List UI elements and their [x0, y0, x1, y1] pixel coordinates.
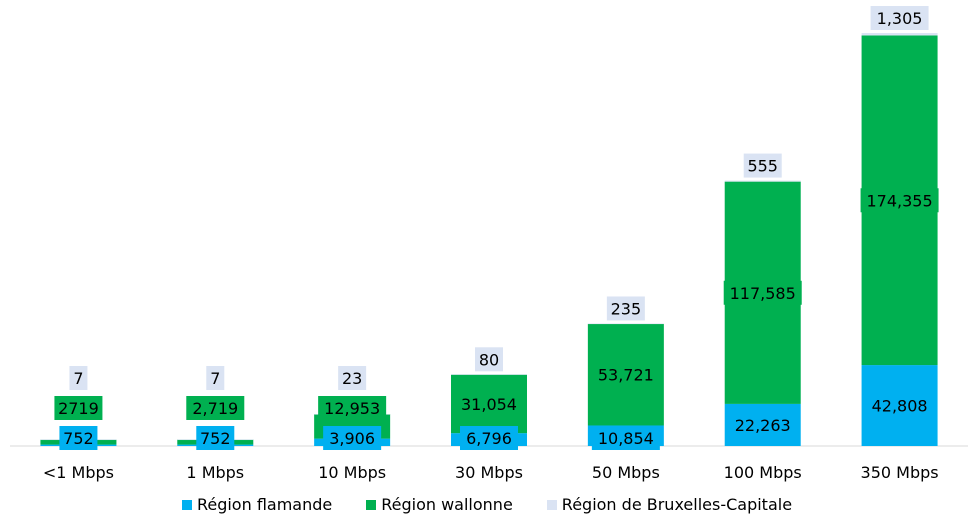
data-label-bruxelles-6: 1,305: [870, 6, 929, 30]
legend: Région flamande Région wallonne Région d…: [0, 494, 974, 515]
data-label-bruxelles-1-text: 7: [210, 369, 220, 388]
bars-group: [40, 33, 938, 446]
data-label-bruxelles-5-text: 555: [747, 157, 778, 176]
x-tick-label-1: 1 Mbps: [186, 463, 244, 482]
bar-segment-2-5: [724, 180, 801, 182]
data-label-flamande-6-text: 42,808: [872, 397, 928, 416]
legend-item-wallonne: Région wallonne: [366, 494, 513, 515]
legend-item-flamande: Région flamande: [181, 494, 333, 515]
bar-segment-2-6: [861, 33, 938, 36]
data-label-bruxelles-5-box: [743, 153, 782, 178]
x-tick-label-3: 30 Mbps: [455, 463, 523, 482]
data-label-bruxelles-2-text: 23: [342, 369, 362, 388]
data-label-bruxelles-3: 80: [475, 347, 503, 372]
data-label-flamande-1-text: 752: [200, 429, 231, 448]
data-label-flamande-6: 42,808: [865, 393, 934, 418]
data-label-wallonne-0-box: [54, 396, 103, 420]
data-label-wallonne-0-text: 2719: [58, 399, 99, 418]
data-label-wallonne-5-text: 117,585: [730, 284, 796, 303]
legend-swatch-bruxelles: [546, 499, 557, 510]
data-label-bruxelles-0-box: [69, 366, 88, 390]
data-label-bruxelles-4: 235: [606, 296, 645, 321]
data-label-wallonne-4-text: 53,721: [598, 366, 654, 385]
data-label-bruxelles-1: 7: [206, 366, 225, 390]
data-label-bruxelles-4-text: 235: [611, 299, 642, 318]
data-label-flamande-4: 10,854: [591, 426, 660, 450]
data-label-bruxelles-4-box: [606, 296, 645, 321]
x-tick-label-6: 350 Mbps: [861, 463, 939, 482]
legend-label-bruxelles: Région de Bruxelles-Capitale: [561, 495, 793, 514]
data-label-bruxelles-1-box: [206, 366, 225, 390]
data-label-bruxelles-6-box: [870, 6, 929, 30]
data-label-wallonne-6-box: [860, 188, 939, 213]
data-label-flamande-3-box: [460, 426, 518, 450]
data-label-wallonne-5-box: [723, 280, 802, 305]
data-label-bruxelles-0: 7: [69, 366, 88, 390]
data-label-wallonne-6-text: 174,355: [866, 191, 932, 210]
data-label-flamande-3-text: 6,796: [466, 429, 512, 448]
data-label-flamande-5: 22,263: [728, 412, 797, 437]
x-tick-label-4: 50 Mbps: [592, 463, 660, 482]
data-label-wallonne-1-text: 2,719: [192, 399, 238, 418]
data-label-bruxelles-3-box: [475, 347, 503, 372]
data-label-flamande-6-box: [865, 393, 934, 418]
data-label-bruxelles-0-text: 7: [73, 369, 83, 388]
data-label-flamande-0: 752: [59, 426, 98, 450]
data-label-flamande-0-box: [59, 426, 98, 450]
data-label-bruxelles-6-text: 1,305: [877, 9, 923, 28]
data-label-wallonne-5: 117,585: [723, 280, 802, 305]
data-label-bruxelles-2: 23: [338, 366, 367, 390]
x-tick-label-0: <1 Mbps: [43, 463, 114, 482]
data-label-flamande-3: 6,796: [460, 426, 518, 450]
data-label-wallonne-2-text: 12,953: [324, 399, 380, 418]
data-label-wallonne-4-box: [591, 362, 660, 387]
data-label-flamande-2-box: [323, 426, 382, 450]
legend-label-wallonne: Région wallonne: [381, 495, 513, 514]
data-label-wallonne-3-text: 31,054: [461, 395, 517, 414]
legend-swatch-flamande: [181, 499, 192, 510]
data-label-wallonne-6: 174,355: [860, 188, 939, 213]
data-label-wallonne-3-box: [455, 391, 523, 416]
data-label-flamande-0-text: 752: [63, 429, 94, 448]
data-label-flamande-5-box: [728, 412, 797, 437]
data-label-wallonne-4: 53,721: [591, 362, 660, 387]
data-label-flamande-4-text: 10,854: [598, 429, 654, 448]
data-label-wallonne-1: 2,719: [186, 396, 245, 420]
legend-label-flamande: Région flamande: [196, 495, 333, 514]
data-label-wallonne-2-box: [318, 396, 387, 420]
bar-segment-2-4: [587, 323, 664, 325]
data-label-flamande-1: 752: [196, 426, 235, 450]
data-label-bruxelles-3-text: 80: [479, 350, 499, 369]
data-label-flamande-5-text: 22,263: [735, 416, 791, 435]
x-tick-label-2: 10 Mbps: [318, 463, 386, 482]
data-label-flamande-2: 3,906: [323, 426, 382, 450]
data-label-wallonne-1-box: [186, 396, 245, 420]
data-label-bruxelles-5: 555: [743, 153, 782, 178]
data-label-flamande-4-box: [591, 426, 660, 450]
x-tick-label-5: 100 Mbps: [724, 463, 802, 482]
bar-segment-2-3: [451, 374, 527, 375]
legend-swatch-wallonne: [366, 499, 377, 510]
data-label-wallonne-2: 12,953: [318, 396, 387, 420]
data-label-bruxelles-2-box: [338, 366, 367, 390]
x-tick-labels-group: <1 Mbps 1 Mbps 10 Mbps 30 Mbps 50 Mbps 100 Mb…: [43, 463, 939, 482]
data-label-wallonne-0: 2719: [54, 396, 103, 420]
data-label-flamande-2-text: 3,906: [329, 429, 375, 448]
data-labels-group: 752 2719 7 752 2,719 7 3,906 12,953 23 6,796 31,05…: [54, 6, 939, 450]
data-label-flamande-1-box: [196, 426, 235, 450]
legend-item-bruxelles: Région de Bruxelles-Capitale: [546, 494, 793, 515]
data-label-wallonne-3: 31,054: [455, 391, 523, 416]
